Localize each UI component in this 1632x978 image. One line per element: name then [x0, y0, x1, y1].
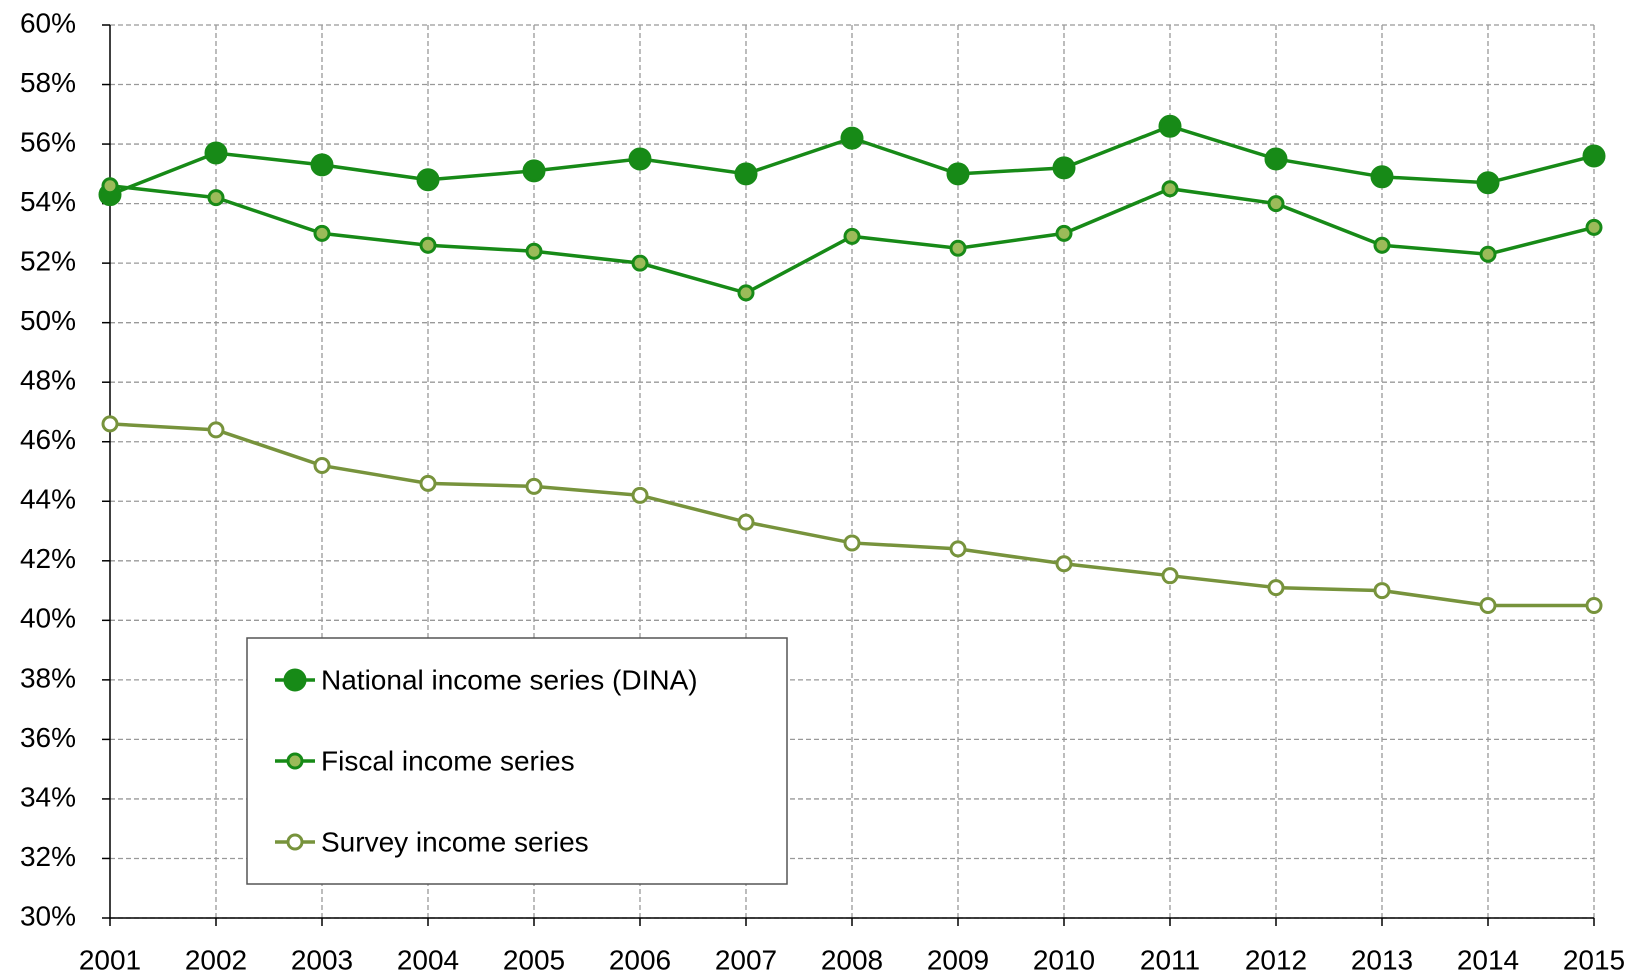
data-point — [843, 534, 861, 552]
data-point — [101, 177, 119, 195]
data-point — [1585, 596, 1603, 614]
data-point — [1264, 147, 1288, 171]
data-point — [1476, 171, 1500, 195]
data-point — [1370, 165, 1394, 189]
data-point — [522, 159, 546, 183]
x-tick-label: 2002 — [185, 944, 247, 975]
data-point — [525, 242, 543, 260]
legend-label: Survey income series — [321, 826, 589, 857]
data-point — [310, 153, 334, 177]
legend-label: National income series (DINA) — [321, 664, 698, 695]
legend-marker — [283, 668, 307, 692]
data-point — [949, 540, 967, 558]
data-point — [525, 477, 543, 495]
x-tick-label: 2008 — [821, 944, 883, 975]
data-point — [1161, 180, 1179, 198]
data-point — [1479, 245, 1497, 263]
data-point — [949, 239, 967, 257]
y-tick-label: 50% — [20, 305, 76, 336]
y-tick-label: 46% — [20, 424, 76, 455]
data-point — [737, 284, 755, 302]
data-point — [419, 236, 437, 254]
x-tick-label: 2013 — [1351, 944, 1413, 975]
data-point — [1267, 579, 1285, 597]
data-point — [419, 474, 437, 492]
data-point — [631, 486, 649, 504]
data-point — [737, 513, 755, 531]
data-point — [628, 147, 652, 171]
x-tick-label: 2012 — [1245, 944, 1307, 975]
data-point — [631, 254, 649, 272]
y-tick-label: 54% — [20, 186, 76, 217]
y-tick-label: 36% — [20, 722, 76, 753]
data-point — [840, 126, 864, 150]
y-tick-label: 44% — [20, 484, 76, 515]
data-point — [1582, 144, 1606, 168]
y-tick-label: 40% — [20, 603, 76, 634]
x-tick-label: 2005 — [503, 944, 565, 975]
data-point — [207, 189, 225, 207]
x-tick-label: 2011 — [1140, 944, 1200, 975]
data-point — [1055, 224, 1073, 242]
data-point — [1479, 596, 1497, 614]
x-tick-label: 2009 — [927, 944, 989, 975]
y-tick-label: 30% — [20, 900, 76, 931]
legend-label: Fiscal income series — [321, 745, 575, 776]
data-point — [1585, 218, 1603, 236]
data-point — [313, 224, 331, 242]
data-point — [101, 415, 119, 433]
x-tick-label: 2015 — [1563, 944, 1625, 975]
data-point — [946, 162, 970, 186]
data-point — [1158, 114, 1182, 138]
data-point — [1373, 582, 1391, 600]
data-point — [1052, 156, 1076, 180]
y-tick-label: 60% — [20, 7, 76, 38]
x-tick-label: 2006 — [609, 944, 671, 975]
y-tick-label: 38% — [20, 662, 76, 693]
y-tick-label: 32% — [20, 841, 76, 872]
y-tick-label: 42% — [20, 543, 76, 574]
data-point — [1161, 567, 1179, 585]
data-point — [204, 141, 228, 165]
data-point — [734, 162, 758, 186]
data-point — [207, 421, 225, 439]
data-point — [1055, 555, 1073, 573]
y-tick-label: 34% — [20, 781, 76, 812]
legend-marker — [286, 833, 304, 851]
x-tick-label: 2007 — [715, 944, 777, 975]
legend-marker — [286, 752, 304, 770]
x-tick-label: 2001 — [79, 944, 141, 975]
data-point — [416, 168, 440, 192]
legend-box — [246, 637, 788, 885]
data-point — [1373, 236, 1391, 254]
y-tick-label: 58% — [20, 67, 76, 98]
data-point — [843, 227, 861, 245]
x-tick-label: 2003 — [291, 944, 353, 975]
y-tick-label: 48% — [20, 365, 76, 396]
data-point — [313, 457, 331, 475]
y-tick-label: 56% — [20, 126, 76, 157]
x-tick-label: 2014 — [1457, 944, 1519, 975]
x-tick-label: 2010 — [1033, 944, 1095, 975]
x-tick-label: 2004 — [397, 944, 459, 975]
y-tick-label: 52% — [20, 246, 76, 277]
data-point — [1267, 195, 1285, 213]
